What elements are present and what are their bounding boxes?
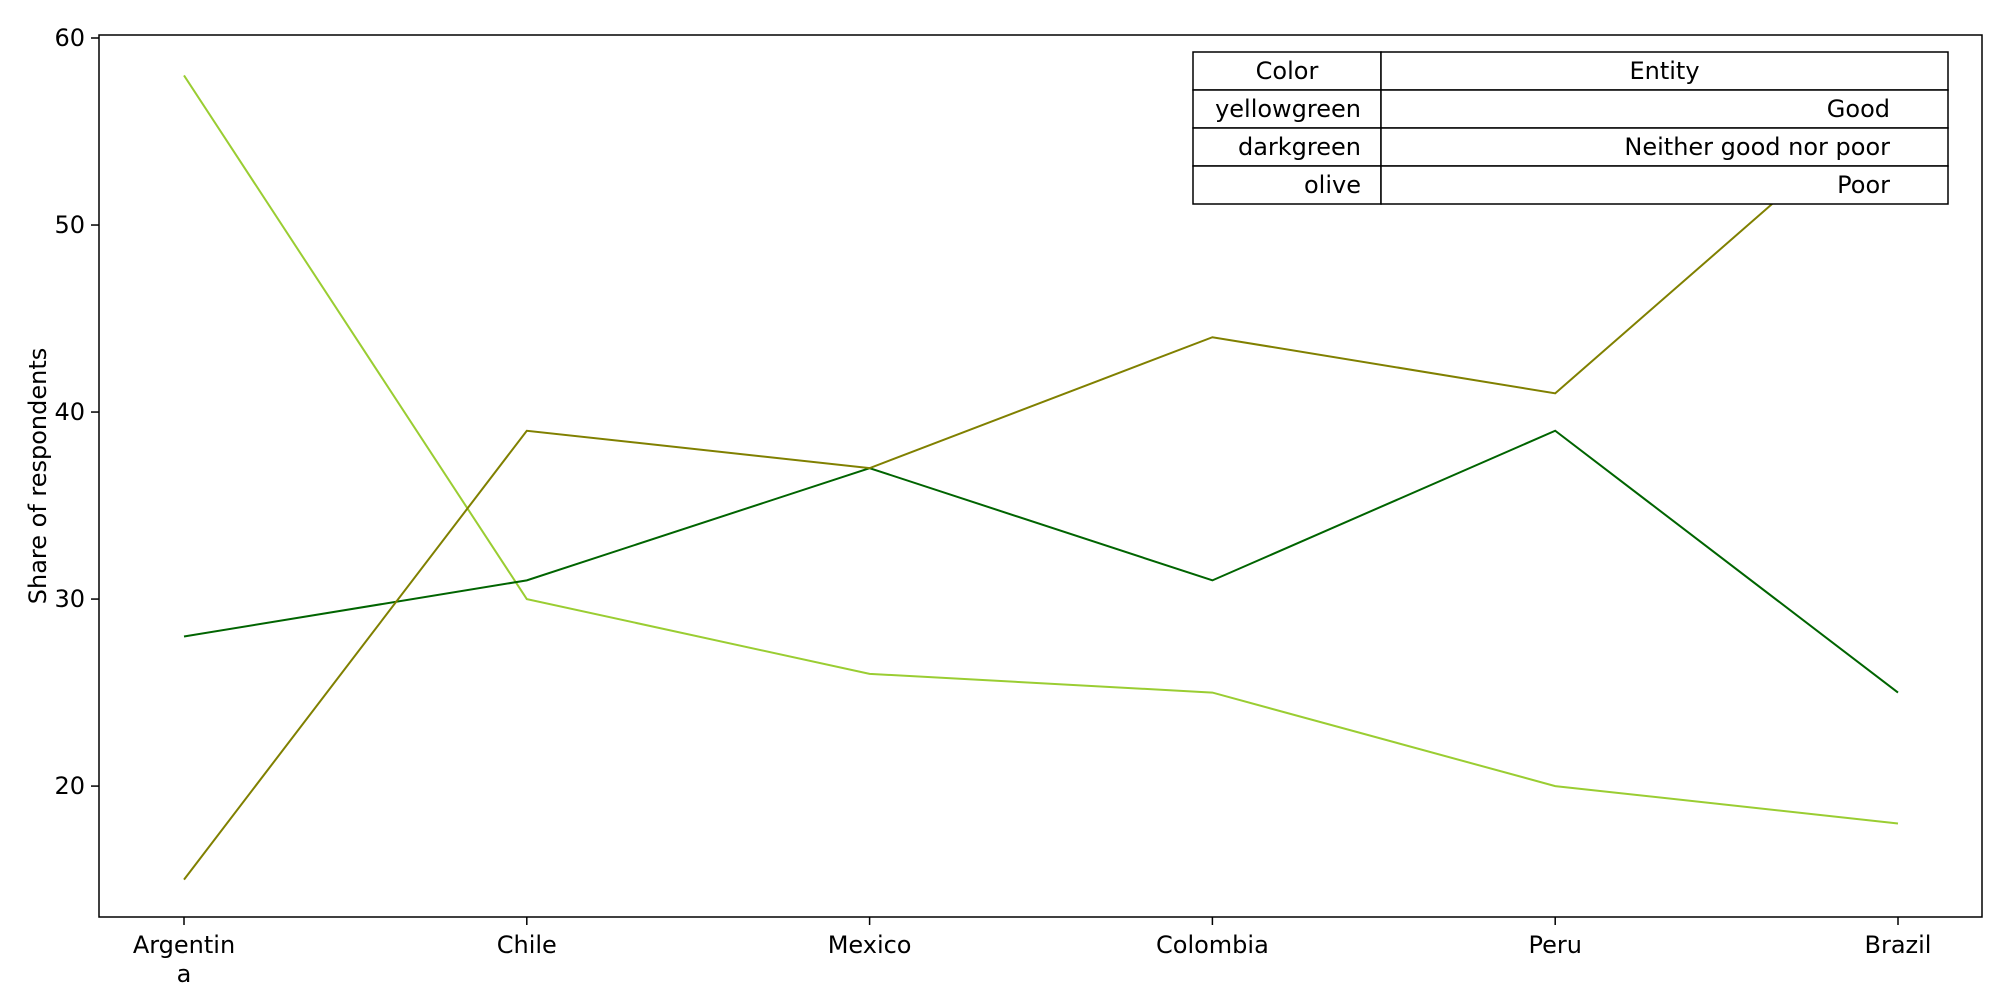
series-line-2 xyxy=(183,429,1899,694)
series-line-1 xyxy=(183,74,1899,825)
x-tick-label: Colombia xyxy=(1156,931,1269,959)
legend-cell xyxy=(1380,127,1949,167)
x-tick-label: Mexico xyxy=(828,931,912,959)
legend-cell xyxy=(1380,165,1949,205)
legend-entity-name: Good xyxy=(1827,95,1890,123)
legend-entity-name: Poor xyxy=(1837,171,1890,199)
legend-color-name: darkgreen xyxy=(1238,133,1361,161)
legend-color-name: yellowgreen xyxy=(1215,95,1361,123)
legend-cell xyxy=(1192,89,1382,129)
legend-color-name: olive xyxy=(1304,171,1361,199)
legend-cell xyxy=(1380,89,1949,129)
y-tick-label: 50 xyxy=(54,211,85,239)
legend-cell xyxy=(1192,127,1382,167)
y-axis-title: Share of respondents xyxy=(24,348,52,605)
legend-header-entity: Entity xyxy=(1629,57,1699,85)
y-tick-label: 40 xyxy=(54,398,85,426)
x-tick-label: Chile xyxy=(497,931,557,959)
legend-cell xyxy=(1380,51,1949,91)
series-line-3 xyxy=(183,93,1899,881)
legend-table: Color Entity yellowgreen Good darkgreen Neith… xyxy=(1192,51,1949,205)
x-tick-label: Brazil xyxy=(1865,931,1932,959)
series-layer xyxy=(183,74,1899,881)
plot-frame xyxy=(98,34,1983,918)
y-axis: 20 30 40 50 60 xyxy=(54,24,99,800)
y-tick-label: 30 xyxy=(54,585,85,613)
legend-header-color: Color xyxy=(1256,57,1319,85)
x-axis: Argentin a Chile Mexico Colombia Peru Brazil xyxy=(133,917,1932,988)
y-tick-label: 20 xyxy=(54,772,85,800)
legend-entity-name: Neither good nor poor xyxy=(1624,133,1890,161)
x-tick-label: Peru xyxy=(1528,931,1581,959)
legend-cell xyxy=(1192,51,1382,91)
y-tick-label: 60 xyxy=(54,24,85,52)
x-tick-label: Argentin a xyxy=(133,931,235,988)
